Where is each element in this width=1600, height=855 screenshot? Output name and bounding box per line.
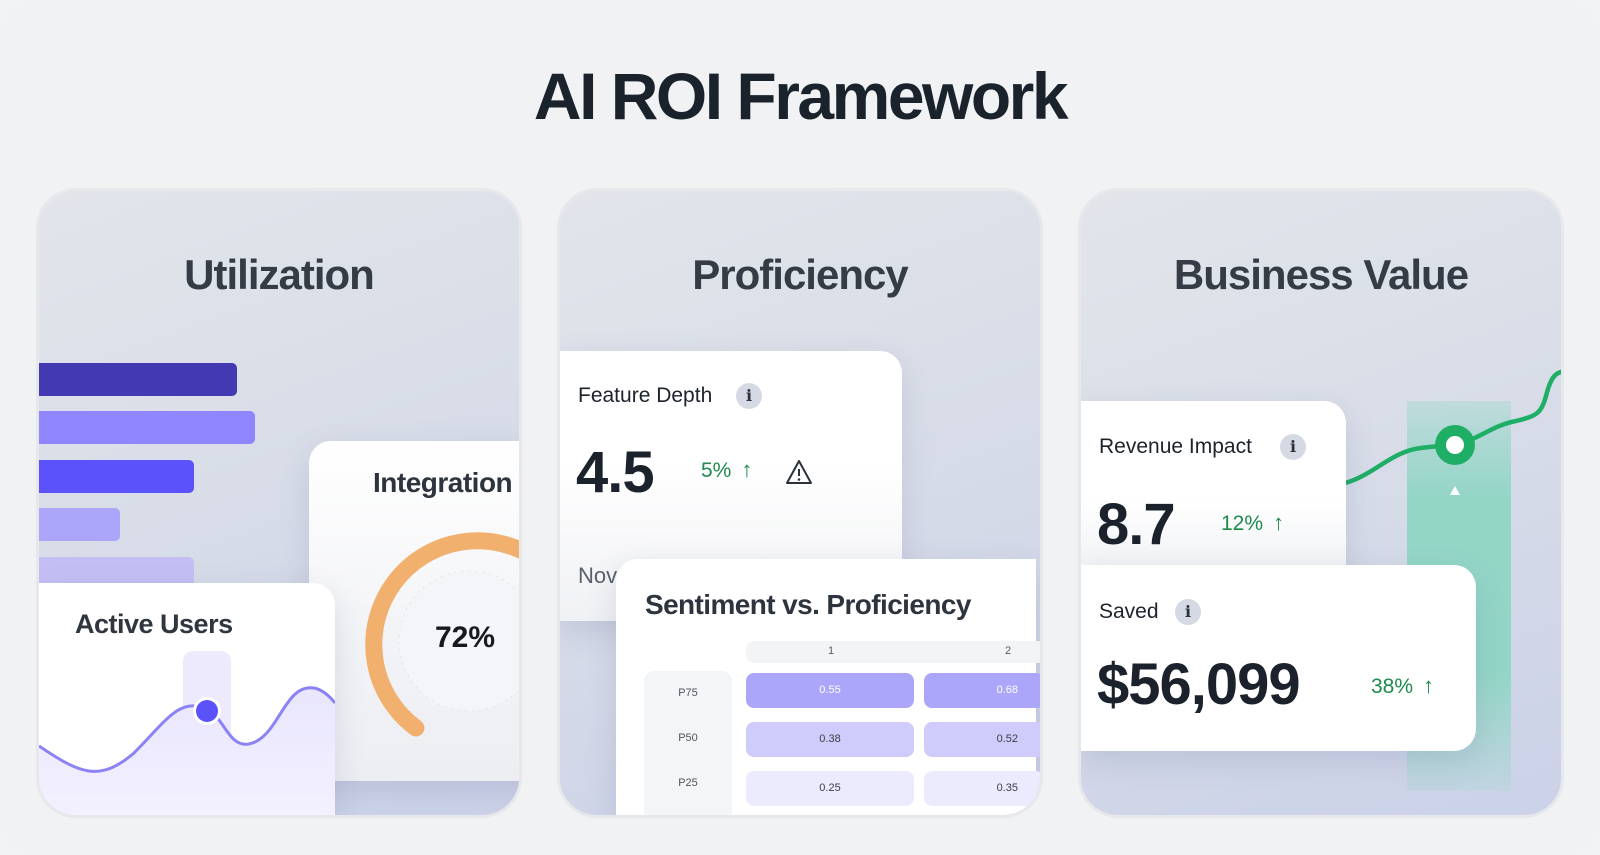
delta-percent: 38%	[1371, 675, 1414, 698]
heatmap-cell[interactable]: 0.55	[746, 673, 914, 708]
saved-card: Saved i $56,099 38% ↑	[1081, 565, 1476, 751]
heatmap-cell[interactable]: 0.38	[746, 722, 914, 757]
delta-percent: 5%	[701, 459, 732, 482]
column-label-1: 1	[828, 645, 835, 657]
revenue-impact-value: 8.7	[1097, 492, 1176, 557]
arrow-up-icon: ↑	[1273, 510, 1285, 535]
business-value-title: Business Value	[1173, 251, 1469, 298]
info-icon[interactable]: i	[736, 383, 762, 409]
heatmap-cell[interactable]: 0.52	[924, 722, 1040, 757]
arrow-up-icon: ↑	[741, 457, 753, 482]
heatmap-cell[interactable]: 0.68	[924, 673, 1040, 708]
info-icon[interactable]: i	[1280, 434, 1306, 460]
row-label-p25: P25	[678, 777, 698, 789]
heatmap-column-header: 1 2	[746, 641, 1040, 663]
saved-delta: 38% ↑	[1371, 673, 1434, 699]
heatmap-cell[interactable]: 0.35	[924, 771, 1040, 806]
integration-gauge	[365, 532, 519, 737]
heatmap-row-header: P75 P50 P25	[644, 671, 732, 815]
integration-title: Integration	[373, 467, 513, 498]
row-label-p50: P50	[678, 732, 698, 744]
revenue-trend-chart	[1341, 369, 1561, 495]
integration-value: 72%	[435, 621, 496, 654]
date-label: Nov	[578, 563, 618, 588]
page-title: AI ROI Framework	[533, 59, 1069, 133]
saved-label: Saved	[1099, 600, 1159, 623]
revenue-impact-card: Revenue Impact i 8.7 12% ↑	[1081, 401, 1346, 581]
proficiency-title: Proficiency	[692, 251, 908, 298]
revenue-impact-label: Revenue Impact	[1099, 435, 1252, 458]
usage-bar-2	[39, 411, 255, 444]
integration-card: Integration 72%	[309, 441, 519, 781]
usage-bar-4	[39, 508, 120, 541]
column-label-2: 2	[1005, 645, 1012, 657]
info-icon[interactable]: i	[1175, 599, 1201, 625]
revenue-impact-delta: 12% ↑	[1221, 510, 1284, 536]
sentiment-heatmap-card: Sentiment vs. Proficiency 1 2 P75 P50 P2…	[616, 559, 1040, 815]
heatmap-cell[interactable]: 0.25	[746, 771, 914, 806]
feature-depth-value: 4.5	[576, 440, 655, 505]
usage-bar-1	[39, 363, 237, 396]
warning-icon[interactable]	[785, 459, 813, 485]
saved-value: $56,099	[1097, 652, 1301, 717]
active-users-chart	[39, 651, 335, 815]
feature-depth-label: Feature Depth	[578, 384, 713, 407]
utilization-panel: Utilization Integration 72% Active Users	[36, 188, 522, 818]
active-users-title: Active Users	[75, 609, 233, 639]
heatmap-title: Sentiment vs. Proficiency	[645, 589, 971, 620]
row-label-p75: P75	[678, 687, 698, 699]
delta-percent: 12%	[1221, 512, 1264, 535]
utilization-title: Utilization	[184, 251, 375, 298]
proficiency-panel: Proficiency Feature Depth i 4.5 5% ↑ Nov …	[557, 188, 1043, 818]
feature-depth-delta: 5% ↑	[701, 457, 752, 483]
active-users-card: Active Users	[39, 583, 335, 815]
usage-bar-3	[39, 460, 194, 493]
arrow-up-icon: ↑	[1423, 673, 1435, 698]
business-value-panel: Business Value Revenue Impact i 8.7 12% ↑…	[1078, 188, 1564, 818]
